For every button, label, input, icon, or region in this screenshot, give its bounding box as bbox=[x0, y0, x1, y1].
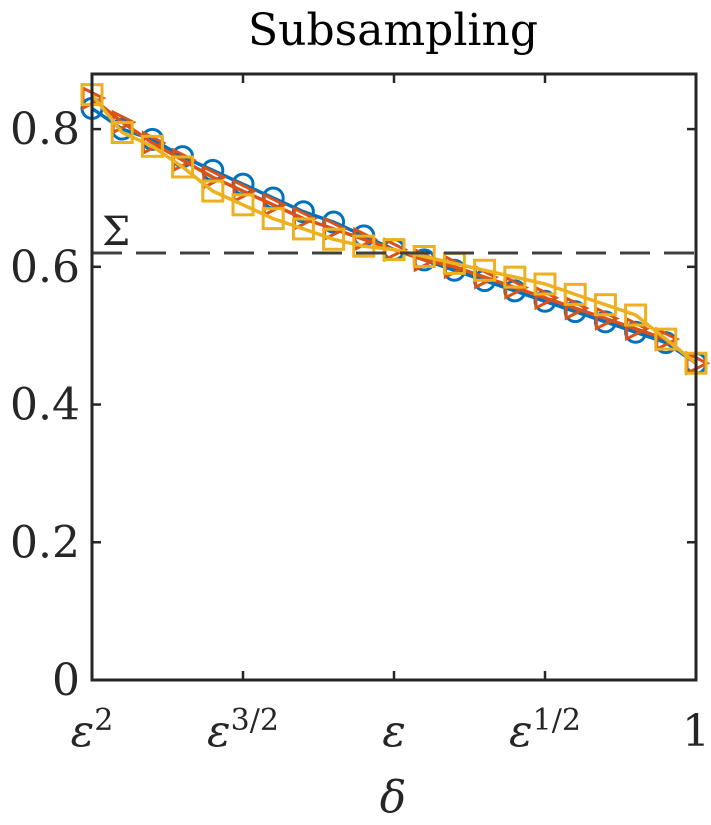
point-square-14 bbox=[503, 265, 527, 289]
point-square-2 bbox=[140, 134, 164, 158]
y-axis-ticks: 0 0.2 0.4 0.6 0.8 bbox=[10, 104, 696, 706]
series-layer bbox=[80, 83, 711, 376]
point-square-10 bbox=[382, 238, 406, 262]
x-tick-label-2: ε bbox=[382, 706, 406, 757]
point-square-6 bbox=[261, 207, 285, 231]
x-axis-label: δ bbox=[380, 772, 407, 823]
y-tick-label-1: 0.2 bbox=[10, 517, 80, 568]
point-square-13 bbox=[473, 258, 497, 282]
point-square-9 bbox=[352, 234, 376, 258]
point-square-1 bbox=[110, 121, 134, 145]
chart-title: Subsampling bbox=[248, 5, 538, 56]
x-tick-label-3: ε1/2 bbox=[509, 703, 581, 757]
y-tick-label-2: 0.4 bbox=[10, 380, 80, 431]
x-tick-label-4: 1 bbox=[682, 706, 710, 757]
y-tick-label-0: 0 bbox=[52, 655, 80, 706]
point-square-19 bbox=[654, 327, 678, 351]
point-square-17 bbox=[593, 293, 617, 317]
point-square-16 bbox=[563, 282, 587, 306]
point-square-3 bbox=[171, 155, 195, 179]
x-axis-ticks: ε2 ε3/2 ε ε1/2 1 bbox=[71, 74, 710, 757]
sigma-reference-label: Σ bbox=[102, 209, 130, 255]
point-square-7 bbox=[291, 217, 315, 241]
y-tick-label-3: 0.6 bbox=[10, 242, 80, 293]
x-tick-label-1: ε3/2 bbox=[207, 703, 279, 757]
point-square-18 bbox=[624, 303, 648, 327]
point-square-4 bbox=[201, 179, 225, 203]
point-square-8 bbox=[322, 227, 346, 251]
point-square-5 bbox=[231, 193, 255, 217]
x-tick-label-0: ε2 bbox=[71, 703, 114, 757]
point-square-11 bbox=[412, 244, 436, 268]
point-square-15 bbox=[533, 272, 557, 296]
y-tick-label-4: 0.8 bbox=[10, 104, 80, 155]
